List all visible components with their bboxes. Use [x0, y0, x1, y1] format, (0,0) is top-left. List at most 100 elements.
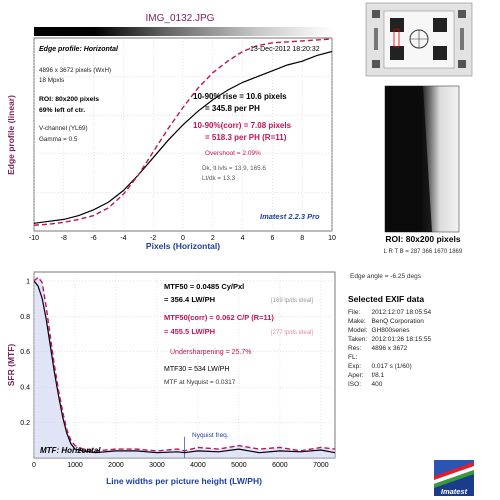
exif-key: ISO: — [348, 381, 362, 388]
exif-row: ISO: 400 — [348, 380, 435, 389]
exif-row: Taken: 2012:01:26 18:15:55 — [348, 335, 435, 344]
mtf50-corr-lw: = 455.5 LW/PH — [164, 327, 215, 336]
exif-row: Exp: 0.017 s (1/60) — [348, 362, 435, 371]
edge-info-mp: 18 Mpxls — [39, 77, 64, 84]
exif-key: Aper: — [348, 372, 364, 379]
roi-coords: L R T B = 287 366 1670 1869 — [384, 249, 463, 255]
roi-crop-image — [384, 85, 460, 233]
edge-x-tick: 0 — [181, 235, 185, 242]
rise-corr-1: 10-90%(corr) = 7.08 pixels — [193, 121, 292, 130]
edge-series-line-0 — [34, 50, 332, 224]
edge-x-tick: 10 — [328, 235, 336, 242]
mtf-x-tick: 0 — [32, 462, 36, 469]
nyquist-label: Nyquist freq. — [192, 432, 229, 439]
mtf-series — [34, 276, 335, 458]
edge-roi: ROI: 80x200 pixels — [39, 96, 99, 103]
edge-gradient-strip — [34, 27, 332, 36]
rise-line-2: = 345.8 per PH — [205, 104, 260, 113]
exif-value: 0.017 s (1/60) — [371, 363, 412, 370]
mtf-fill-area — [34, 277, 335, 458]
mtf-y-label: SFR (MTF) — [6, 344, 16, 387]
mtf50-corr: MTF50(corr) = 0.062 C/P (R=11) — [164, 313, 274, 322]
mtf-x-tick: 3000 — [149, 462, 165, 469]
edge-grid — [33, 38, 333, 231]
edge-y-label: Edge profile (linear) — [6, 95, 16, 175]
exif-key: File: — [348, 309, 361, 316]
edge-x-label: Pixels (Horizontal) — [146, 241, 220, 251]
mtf-y-tick: 0.4 — [20, 385, 30, 392]
exif-value: GH800series — [371, 327, 410, 334]
exif-key: Model: — [348, 327, 368, 334]
edge-x-tick: -4 — [120, 235, 126, 242]
edge-info-res: 4896 x 3672 pixels (WxH) — [39, 67, 111, 74]
mtf-series-line-1 — [34, 276, 335, 452]
nyquist-mtf-text: MTF at Nyquist = 0.0317 — [164, 379, 236, 386]
exif-row: File: 2012:12:07 18:05:54 — [348, 308, 435, 317]
roi-label: ROI: 80x200 pixels — [385, 234, 460, 244]
edge-x-tick: -10 — [29, 235, 39, 242]
ratio-text: Lt/dk = 13.3 — [202, 175, 236, 182]
mtf-series-line-0 — [34, 280, 335, 454]
exif-row: Res: 4896 x 3672 — [348, 344, 435, 353]
edge-x-tick: -8 — [61, 235, 67, 242]
mtf-y-tick: 0.6 — [20, 349, 30, 356]
rise-corr-2: = 518.3 per PH (R=11) — [205, 133, 287, 142]
overshoot-text: Overshoot = 2.09% — [205, 150, 261, 157]
mtf-y-tick: 0.8 — [20, 314, 30, 321]
test-chart-thumbnail — [365, 2, 473, 77]
imatest-logo: Imatest — [434, 460, 474, 496]
exif-value: 2012:12:07 18:05:54 — [371, 309, 432, 316]
exif-row: FL: — [348, 353, 435, 362]
edge-x-tick: 2 — [211, 235, 215, 242]
edge-x-tick: -6 — [90, 235, 96, 242]
edge-roi-pos: 69% left of ctr. — [39, 107, 85, 114]
mtf-y-tick: 0.2 — [20, 420, 30, 427]
exif-value: BenQ Corporation — [371, 318, 424, 325]
mtf-plot-frame — [33, 271, 336, 459]
levels-text: Dk, lt lvls = 13.9, 165.6 — [202, 165, 266, 172]
undersharp-text: Undersharpening = 25.7% — [170, 349, 252, 356]
logo-text: Imatest — [441, 487, 468, 496]
exif-row: Aper: f/8.1 — [348, 371, 435, 380]
exif-heading: Selected EXIF data — [348, 294, 424, 304]
edge-gamma: Gamma = 0.5 — [39, 136, 78, 143]
mtf-inside-label: MTF: Horizontal — [40, 446, 101, 455]
mtf-y-tick: 1 — [26, 278, 30, 285]
rise-line-1: 10-90% rise = 10.6 pixels — [193, 92, 287, 101]
exif-key: Taken: — [348, 336, 368, 343]
exif-value: f/8.1 — [371, 372, 385, 379]
edge-series — [34, 38, 332, 226]
edge-angle: Edge angle = -6.25 degs — [350, 273, 422, 280]
edge-channel: V-channel (YL69) — [39, 125, 88, 132]
mtf-ticks: 0 1000 2000 3000 4000 5000 6000 7000 0.2 0.4 0.6 0.… — [20, 278, 329, 469]
exif-table: File: 2012:12:07 18:05:54 Make: BenQ Corpor… — [348, 308, 435, 389]
mtf50-corr-ideal: [277 lp/ds ideal] — [271, 330, 313, 336]
mtf-x-label: Line widths per picture height (LW/PH) — [106, 476, 262, 486]
edge-x-tick: -2 — [150, 235, 156, 242]
edge-x-tick: 4 — [241, 235, 245, 242]
exif-value: 2012:01:26 18:15:55 — [371, 336, 432, 343]
edge-x-tick: 8 — [300, 235, 304, 242]
mtf50-ideal: [169 lp/ds ideal] — [271, 298, 313, 304]
edge-header: Edge profile: Horizontal — [39, 46, 119, 53]
mtf-grid — [33, 272, 335, 458]
mtf50-text: MTF50 = 0.0485 Cy/Pxl — [164, 282, 244, 291]
mtf-x-tick: 2000 — [108, 462, 124, 469]
mtf-x-tick: 4000 — [190, 462, 206, 469]
mtf-x-tick: 6000 — [272, 462, 288, 469]
exif-key: Exp: — [348, 363, 362, 370]
edge-x-ticks: -10 -8 -6 -4 -2 0 2 4 6 8 10 — [29, 235, 336, 242]
edge-series-line-1 — [34, 38, 332, 226]
exif-value: 400 — [371, 381, 383, 388]
exif-row: Model: GH800series — [348, 326, 435, 335]
exif-value: 4896 x 3672 — [371, 345, 408, 352]
exif-key: Make: — [348, 318, 366, 325]
edge-x-tick: 6 — [270, 235, 274, 242]
mtf-x-tick: 7000 — [313, 462, 329, 469]
exif-key: FL: — [348, 354, 358, 361]
exif-key: Res: — [348, 345, 362, 352]
mtf30-text: MTF30 = 534 LW/PH — [164, 366, 229, 373]
mtf-x-tick: 5000 — [231, 462, 247, 469]
mtf50-lw: = 356.4 LW/PH — [164, 295, 215, 304]
